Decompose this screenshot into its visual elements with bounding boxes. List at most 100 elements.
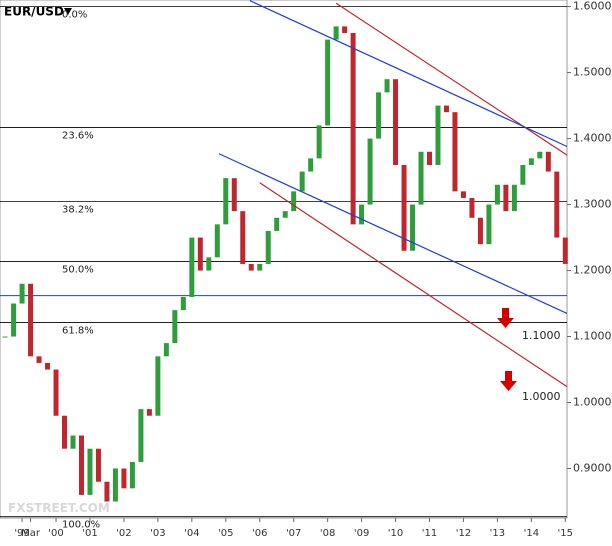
candle <box>477 217 483 245</box>
candle <box>206 257 212 271</box>
trend-line <box>249 0 568 148</box>
candle <box>112 468 118 502</box>
candle <box>2 336 8 338</box>
x-tick-label: '03 <box>150 528 165 539</box>
candle <box>342 26 348 33</box>
candle <box>486 204 492 245</box>
x-tick-label: '10 <box>388 528 403 539</box>
candle <box>554 171 560 238</box>
arrow-2 <box>500 371 517 391</box>
y-tick-label: 1.1000 <box>573 330 612 343</box>
y-tick-label: 1.3000 <box>573 198 612 211</box>
candle <box>78 435 84 495</box>
candle <box>452 112 458 192</box>
x-tick-label: Mar <box>21 528 41 539</box>
y-tick-label: 1.0000 <box>573 396 612 409</box>
x-tick-label: '14 <box>524 528 539 539</box>
candle <box>282 211 288 218</box>
candle <box>401 164 407 251</box>
trend-line <box>218 153 568 314</box>
x-tick-label: '05 <box>218 528 233 539</box>
candle <box>537 151 543 159</box>
candle <box>376 92 382 139</box>
candle <box>189 237 195 297</box>
fib-label: 50.0% <box>62 265 94 276</box>
candle <box>469 197 475 218</box>
candle <box>511 184 517 212</box>
candle <box>367 138 373 205</box>
candle <box>333 26 339 40</box>
x-tick-label: '13 <box>490 528 505 539</box>
candle <box>36 356 42 363</box>
x-tick-label: '99 <box>14 528 29 539</box>
candle <box>384 79 390 93</box>
candle <box>494 184 500 205</box>
chart-title: EUR/USD <box>4 5 64 19</box>
plot-area <box>0 0 568 519</box>
x-tick-label: '07 <box>286 528 301 539</box>
candle <box>180 296 186 311</box>
y-tick-label: 0.9000 <box>573 462 612 475</box>
arrow-1 <box>497 308 514 328</box>
candle <box>545 151 551 172</box>
y-tick-label: 1.5000 <box>573 66 612 79</box>
candle <box>393 79 399 165</box>
candle <box>350 32 356 225</box>
candle <box>104 481 110 502</box>
x-tick-label: '11 <box>422 528 437 539</box>
candle <box>19 283 25 304</box>
trend-line <box>259 182 568 388</box>
annotation: 1.1000 <box>522 329 561 342</box>
trend-line <box>335 2 568 156</box>
fib-label: 61.8% <box>62 326 94 337</box>
candle <box>214 224 220 258</box>
x-tick-label: '12 <box>456 528 471 539</box>
x-tick-label: '08 <box>320 528 335 539</box>
candle <box>223 178 229 225</box>
candle <box>45 362 51 370</box>
candle <box>231 178 237 212</box>
candle <box>240 211 246 264</box>
x-tick-label: '02 <box>116 528 131 539</box>
x-tick-label: '09 <box>354 528 369 539</box>
candle <box>460 191 466 198</box>
candle <box>172 310 178 344</box>
candle <box>520 164 526 185</box>
candle <box>274 217 280 231</box>
candle <box>146 409 152 416</box>
y-tick-label: 1.4000 <box>573 132 612 145</box>
fib-label: 38.2% <box>62 205 94 216</box>
candle <box>11 303 17 337</box>
candle <box>138 409 144 462</box>
candle <box>197 237 203 271</box>
candle <box>95 448 101 482</box>
candle <box>265 230 271 264</box>
x-tick-label: '15 <box>558 528 573 539</box>
candle <box>443 105 449 113</box>
dropdown-icon[interactable] <box>64 8 72 15</box>
watermark: FXSTREET.COM <box>8 501 110 515</box>
candle <box>62 415 68 449</box>
candle <box>28 283 34 357</box>
candle <box>248 263 254 271</box>
candle <box>308 158 314 172</box>
x-tick-label: '04 <box>184 528 199 539</box>
x-tick-label: '06 <box>252 528 267 539</box>
candle <box>155 356 161 416</box>
annotation: 1.0000 <box>522 390 561 403</box>
candle <box>503 184 509 212</box>
candle <box>325 39 331 126</box>
y-tick-label: 1.6000 <box>573 0 612 13</box>
candle <box>299 171 305 192</box>
fib-label: 0.0% <box>62 10 87 21</box>
x-tick-label: '00 <box>48 528 63 539</box>
marks <box>0 0 568 518</box>
candle <box>121 468 127 489</box>
candle <box>291 191 297 212</box>
x-tick-label: '01 <box>82 528 97 539</box>
fib-label: 23.6% <box>62 131 94 142</box>
candle <box>359 204 365 225</box>
candle <box>418 151 424 205</box>
